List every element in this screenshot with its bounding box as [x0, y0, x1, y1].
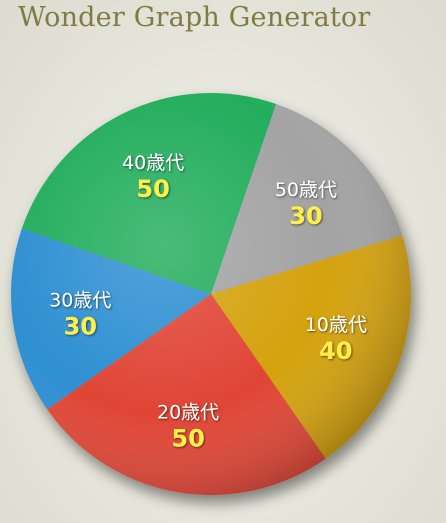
pie-slice-value-2: 50	[171, 425, 204, 453]
pie-slice-label-3: 30歳代	[49, 289, 111, 311]
pie-slice-label-2: 20歳代	[157, 402, 219, 424]
pie-slice-label-4: 40歳代	[122, 152, 184, 174]
pie-slice-label-1: 10歳代	[305, 314, 367, 336]
pie-slice-value-4: 50	[136, 175, 169, 203]
pie-slice-label-5: 50歳代	[275, 179, 337, 201]
pie-slice-value-3: 30	[64, 312, 97, 340]
pie-slice-value-5: 30	[289, 202, 322, 230]
pie-slice-value-1: 40	[319, 337, 352, 365]
app-title: Wonder Graph Generator	[18, 2, 371, 33]
